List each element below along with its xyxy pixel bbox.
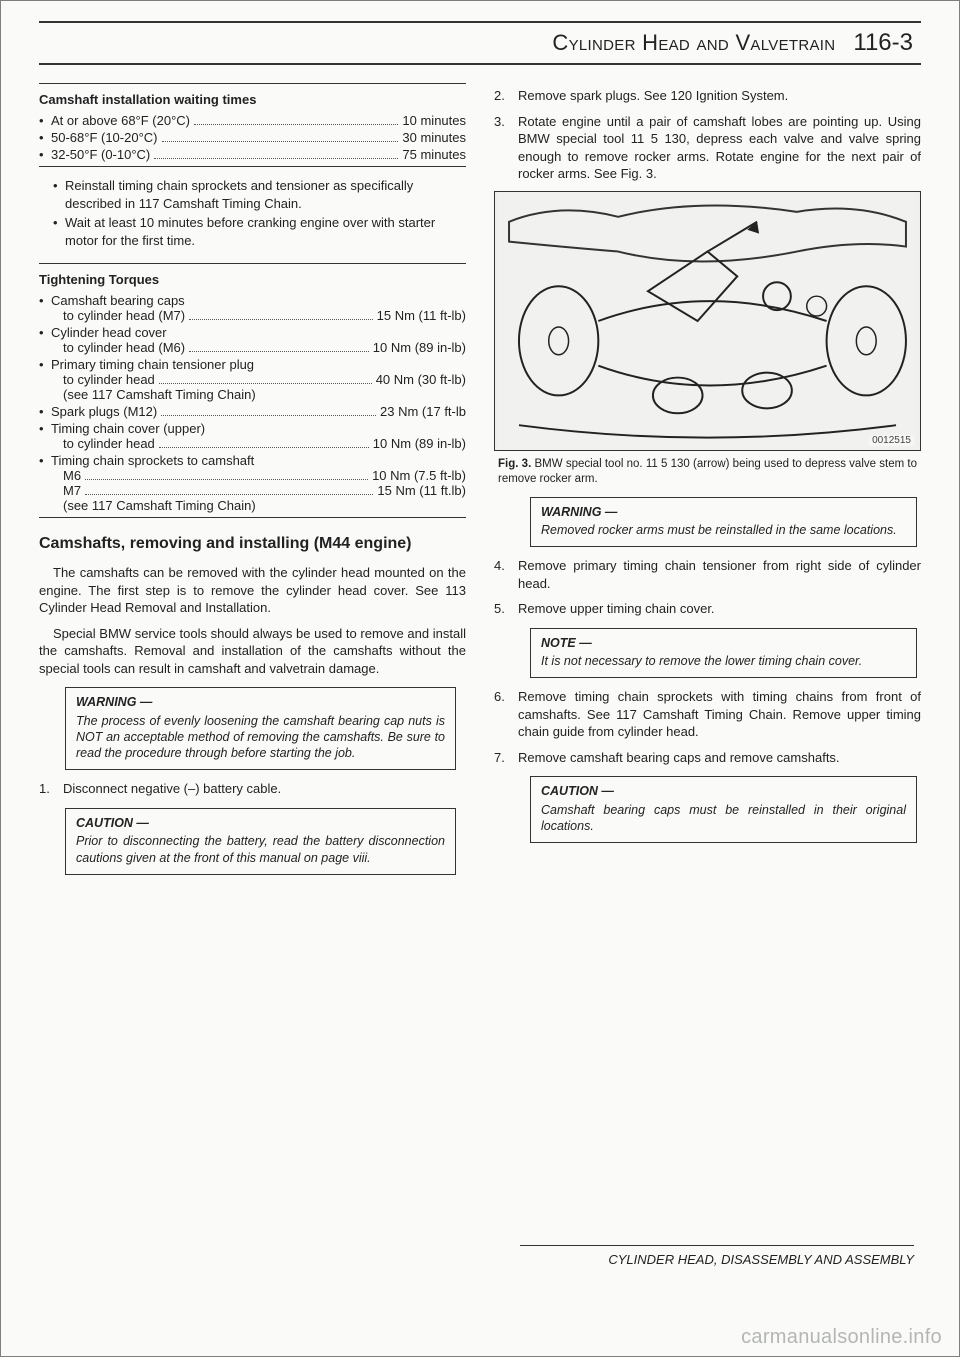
- warning-box: WARNING — Removed rocker arms must be re…: [530, 497, 917, 548]
- header-rule-top: [39, 21, 921, 23]
- steps: 2.Remove spark plugs. See 120 Ignition S…: [494, 87, 921, 183]
- figure-caption: Fig. 3. BMW special tool no. 11 5 130 (a…: [498, 457, 917, 487]
- list-item: Spark plugs (M12)23 Nm (17 ft-lb: [39, 404, 466, 419]
- rule: [39, 83, 466, 84]
- figure-caption-text: BMW special tool no. 11 5 130 (arrow) be…: [498, 458, 917, 485]
- step-item: 4.Remove primary timing chain tensioner …: [494, 557, 921, 592]
- caution-text: Camshaft bearing caps must be reinstalle…: [541, 803, 906, 833]
- list-item: Wait at least 10 minutes before cranking…: [53, 214, 466, 249]
- header-rule-bottom: [39, 63, 921, 65]
- step-item: 3.Rotate engine until a pair of camshaft…: [494, 113, 921, 183]
- list-item: 32-50°F (0-10°C)75 minutes: [39, 147, 466, 162]
- right-column: 2.Remove spark plugs. See 120 Ignition S…: [494, 79, 921, 885]
- torque-list: Camshaft bearing caps to cylinder head (…: [39, 293, 466, 513]
- list-item: Timing chain cover (upper) to cylinder h…: [39, 421, 466, 451]
- header-title: Cylinder Head and Valvetrain: [552, 30, 835, 56]
- caution-label: CAUTION —: [76, 815, 445, 831]
- note-label: NOTE —: [541, 635, 906, 651]
- step-item: 5.Remove upper timing chain cover.: [494, 600, 921, 618]
- left-column: Camshaft installation waiting times At o…: [39, 79, 466, 885]
- step-item: 1.Disconnect negative (–) battery cable.: [39, 780, 466, 798]
- steps: 4.Remove primary timing chain tensioner …: [494, 557, 921, 618]
- body-paragraph: Special BMW service tools should always …: [39, 625, 466, 678]
- list-item: Reinstall timing chain sprockets and ten…: [53, 177, 466, 212]
- step-item: 6.Remove timing chain sprockets with tim…: [494, 688, 921, 741]
- footer-section-title: CYLINDER HEAD, DISASSEMBLY AND ASSEMBLY: [520, 1245, 914, 1267]
- wait-list: At or above 68°F (20°C)10 minutes 50-68°…: [39, 113, 466, 162]
- warning-text: The process of evenly loosening the cams…: [76, 714, 445, 761]
- body-paragraph: The camshafts can be removed with the cy…: [39, 564, 466, 617]
- page: Cylinder Head and Valvetrain 116-3 Camsh…: [0, 0, 960, 1357]
- steps: 6.Remove timing chain sprockets with tim…: [494, 688, 921, 766]
- wait-heading: Camshaft installation waiting times: [39, 92, 466, 107]
- caution-text: Prior to disconnecting the battery, read…: [76, 834, 445, 864]
- engine-illustration-icon: [495, 192, 920, 450]
- note-box: NOTE — It is not necessary to remove the…: [530, 628, 917, 679]
- warning-label: WARNING —: [541, 504, 906, 520]
- rule: [39, 166, 466, 167]
- list-item: Cylinder head cover to cylinder head (M6…: [39, 325, 466, 355]
- caution-box: CAUTION — Camshaft bearing caps must be …: [530, 776, 917, 843]
- columns: Camshaft installation waiting times At o…: [39, 79, 921, 885]
- header-page-number: 116-3: [853, 29, 913, 57]
- caution-box: CAUTION — Prior to disconnecting the bat…: [65, 808, 456, 875]
- rule: [39, 517, 466, 518]
- list-item: At or above 68°F (20°C)10 minutes: [39, 113, 466, 128]
- figure-3: 0012515: [494, 191, 921, 451]
- figure-caption-label: Fig. 3.: [498, 458, 531, 470]
- warning-box: WARNING — The process of evenly loosenin…: [65, 687, 456, 770]
- list-item: Primary timing chain tensioner plug to c…: [39, 357, 466, 402]
- torque-heading: Tightening Torques: [39, 272, 466, 287]
- watermark: carmanualsonline.info: [741, 1326, 942, 1349]
- step-item: 2.Remove spark plugs. See 120 Ignition S…: [494, 87, 921, 105]
- step-item: 7.Remove camshaft bearing caps and remov…: [494, 749, 921, 767]
- warning-text: Removed rocker arms must be reinstalled …: [541, 523, 897, 537]
- section-title: Camshafts, removing and installing (M44 …: [39, 534, 466, 554]
- list-item: 50-68°F (10-20°C)30 minutes: [39, 130, 466, 145]
- list-item: Camshaft bearing caps to cylinder head (…: [39, 293, 466, 323]
- notes-list: Reinstall timing chain sprockets and ten…: [39, 177, 466, 249]
- list-item: Timing chain sprockets to camshaft M610 …: [39, 453, 466, 513]
- note-text: It is not necessary to remove the lower …: [541, 654, 862, 668]
- warning-label: WARNING —: [76, 694, 445, 710]
- figure-id: 0012515: [869, 435, 914, 446]
- steps: 1.Disconnect negative (–) battery cable.: [39, 780, 466, 798]
- page-header: Cylinder Head and Valvetrain 116-3: [39, 29, 921, 57]
- caution-label: CAUTION —: [541, 783, 906, 799]
- rule: [39, 263, 466, 264]
